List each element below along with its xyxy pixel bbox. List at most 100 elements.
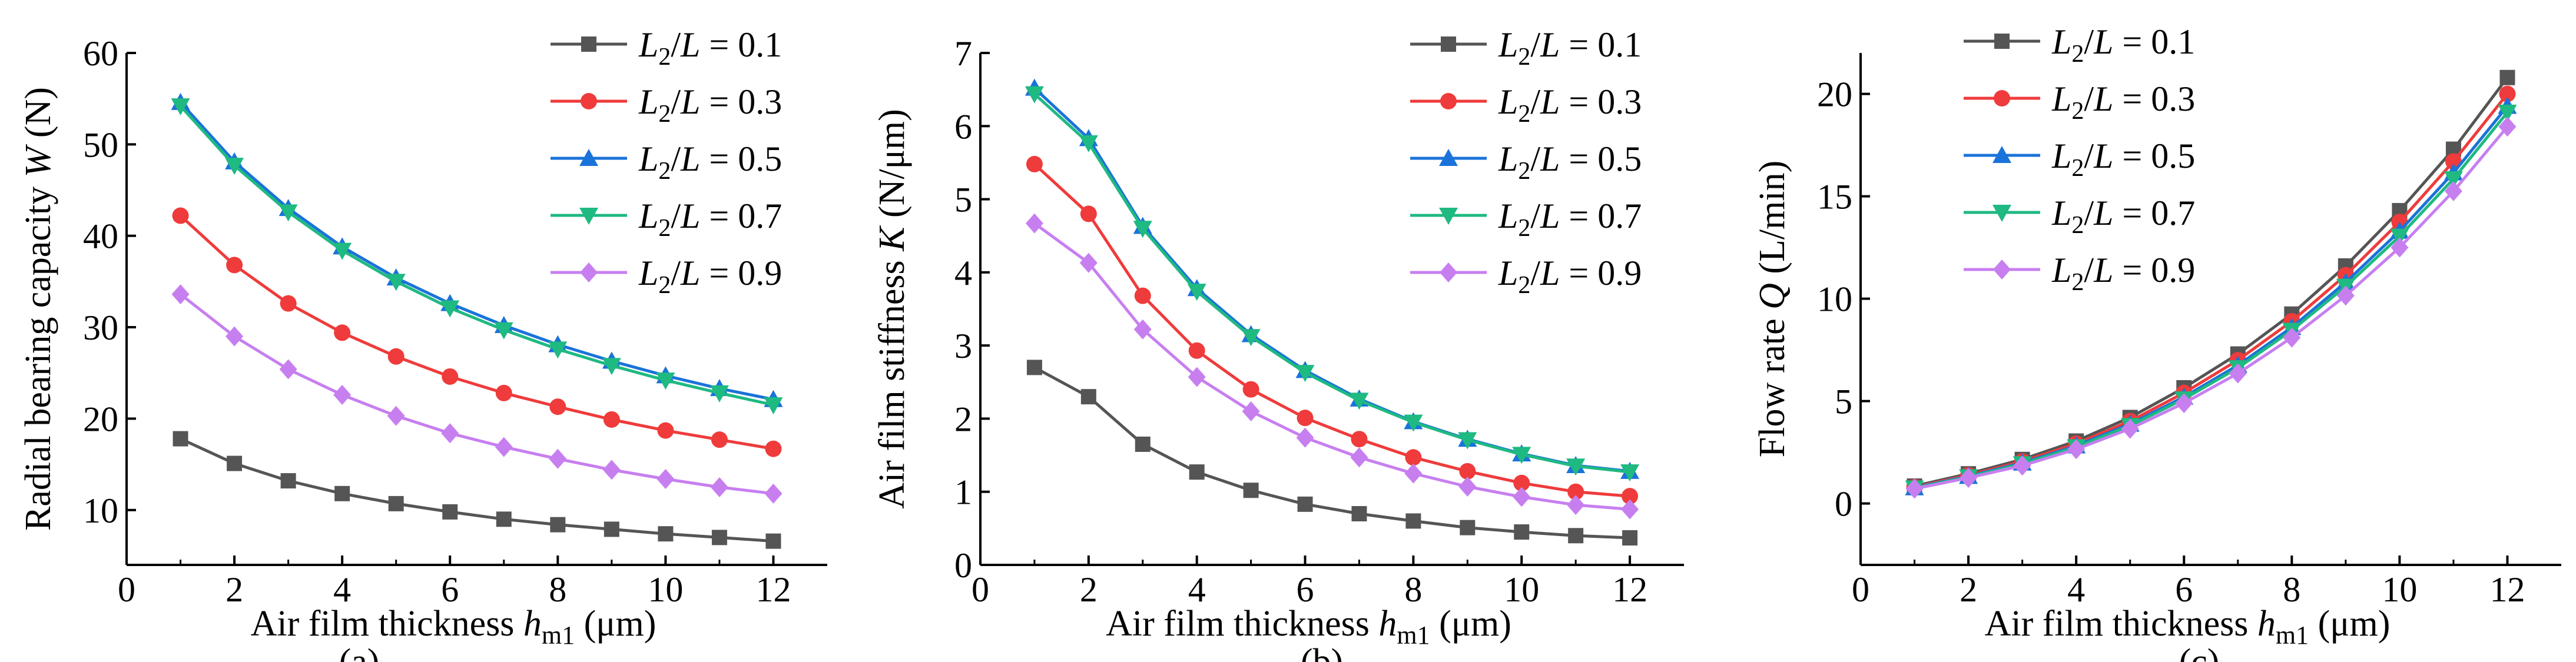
- x-tick-label: 2: [1960, 570, 1977, 609]
- legend-label: L2/L = 0.7: [2051, 194, 2195, 239]
- series-2: [1906, 85, 2516, 495]
- legend: L2/L = 0.1L2/L = 0.3L2/L = 0.5L2/L = 0.7…: [1964, 22, 2195, 296]
- legend-var: L: [2051, 137, 2071, 175]
- series-5: [1025, 213, 1639, 520]
- legend-var2: L: [1540, 197, 1560, 235]
- legend-sub: 2: [2071, 269, 2084, 296]
- data-point: [333, 242, 352, 260]
- legend-label: L2/L = 0.3: [1498, 82, 1642, 128]
- legend-var: L: [1498, 197, 1518, 235]
- data-point: [1133, 221, 1152, 238]
- data-point: [1296, 427, 1314, 448]
- legend-value: = 0.9: [700, 254, 782, 292]
- data-point: [1567, 495, 1585, 515]
- data-point: [1620, 464, 1640, 482]
- y-axis-title: Radial bearing capacity W (N): [18, 87, 58, 531]
- legend-marker: [581, 36, 596, 52]
- data-point: [711, 530, 727, 545]
- data-point: [441, 423, 459, 444]
- legend-label: L2/L = 0.5: [1498, 139, 1642, 185]
- x-tick-label: 4: [1188, 570, 1206, 609]
- legend-var2: L: [1540, 139, 1560, 178]
- legend-var2: L: [2093, 79, 2113, 118]
- series-4: [171, 98, 783, 415]
- data-point: [1404, 463, 1423, 484]
- legend-slash: /: [2084, 79, 2094, 118]
- data-point: [1350, 447, 1368, 468]
- data-point: [1960, 468, 1978, 488]
- legend-var: L: [638, 82, 658, 121]
- data-point: [171, 284, 190, 305]
- data-point: [1242, 381, 1259, 398]
- data-point: [1459, 463, 1476, 480]
- data-point: [495, 384, 512, 401]
- series-5: [171, 284, 783, 504]
- x-axis-title-text: Air film thickness: [1106, 604, 1378, 644]
- legend-label: L2/L = 0.7: [1498, 197, 1642, 242]
- data-point: [764, 483, 783, 504]
- y-tick-label: 7: [954, 34, 972, 73]
- data-point: [334, 485, 350, 501]
- y-tick-label: 6: [954, 107, 972, 146]
- data-point: [440, 300, 460, 318]
- data-point: [548, 341, 568, 359]
- legend-slash: /: [1530, 254, 1540, 292]
- data-point: [333, 385, 352, 405]
- data-point: [1080, 389, 1096, 405]
- data-point: [1187, 284, 1206, 301]
- series-1: [1026, 360, 1638, 546]
- data-point: [1513, 474, 1530, 491]
- y-tick-label: 15: [1817, 178, 1852, 217]
- legend-sub: 2: [2071, 98, 2084, 125]
- data-point: [173, 431, 188, 447]
- data-point: [2499, 69, 2515, 85]
- x-tick-label: 12: [1612, 570, 1647, 609]
- y-tick-label: 5: [954, 181, 972, 219]
- data-point: [1189, 464, 1205, 480]
- legend-marker: [579, 208, 598, 225]
- series-line: [1033, 92, 1630, 474]
- data-point: [658, 526, 674, 542]
- legend-var: L: [638, 25, 658, 64]
- data-point: [226, 326, 244, 347]
- data-point: [386, 274, 406, 291]
- data-point: [1242, 401, 1260, 421]
- legend-value: = 0.5: [1560, 139, 1642, 178]
- series-line: [1914, 105, 2509, 490]
- legend-var: L: [2051, 22, 2071, 61]
- data-point: [1079, 252, 1098, 273]
- x-tick-label: 12: [2489, 570, 2525, 609]
- legend-var: L: [2051, 251, 2071, 290]
- legend-label: L2/L = 0.1: [638, 25, 782, 71]
- data-point: [226, 257, 243, 274]
- data-point: [1295, 365, 1315, 382]
- data-point: [279, 359, 297, 380]
- legend-value: = 0.7: [2113, 194, 2195, 232]
- data-point: [1134, 287, 1151, 304]
- data-point: [1351, 506, 1367, 521]
- data-point: [2444, 171, 2463, 189]
- legend-sub: 2: [658, 272, 671, 299]
- data-point: [1458, 432, 1477, 450]
- legend-marker: [1992, 205, 2011, 222]
- series-line: [1914, 76, 2509, 488]
- data-point: [1514, 524, 1530, 540]
- data-point: [1026, 360, 1042, 375]
- legend-label: L2/L = 0.9: [1498, 254, 1642, 299]
- x-axis-title-unit: (μm): [575, 604, 656, 644]
- data-point: [765, 533, 781, 549]
- legend-var2: L: [2093, 137, 2113, 175]
- data-point: [2121, 418, 2139, 439]
- legend-var: L: [1498, 82, 1518, 121]
- legend-var: L: [1498, 254, 1518, 292]
- legend-marker: [1994, 34, 2010, 49]
- legend-sub: 2: [658, 44, 671, 71]
- legend-slash: /: [671, 82, 681, 121]
- legend-var2: L: [2093, 251, 2113, 290]
- legend-var: L: [638, 197, 658, 235]
- data-point: [1512, 447, 1531, 464]
- legend-label: L2/L = 0.9: [638, 254, 782, 299]
- legend-label: L2/L = 0.7: [638, 197, 782, 242]
- data-point: [1297, 410, 1314, 427]
- x-tick-label: 10: [648, 570, 683, 609]
